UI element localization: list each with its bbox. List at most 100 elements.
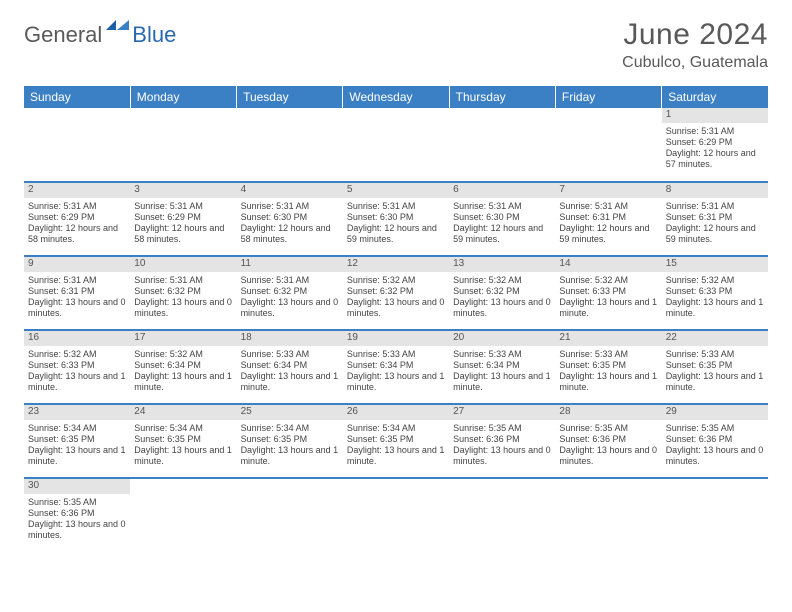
calendar-cell: 22Sunrise: 5:33 AMSunset: 6:35 PMDayligh… <box>662 330 768 404</box>
day-number: 18 <box>237 331 343 346</box>
calendar-cell: 23Sunrise: 5:34 AMSunset: 6:35 PMDayligh… <box>24 404 130 478</box>
calendar-cell: 20Sunrise: 5:33 AMSunset: 6:34 PMDayligh… <box>449 330 555 404</box>
calendar-cell: 25 Sunrise: 5:34 AMSunset: 6:35 PMDayligh… <box>237 404 343 478</box>
day-number <box>24 108 130 123</box>
day-number <box>130 479 236 494</box>
day-details: Sunrise: 5:35 AMSunset: 6:36 PMDaylight:… <box>666 422 764 468</box>
day-details: Sunrise: 5:34 AMSunset: 6:35 PMDaylight:… <box>134 422 232 468</box>
calendar-cell: 18 Sunrise: 5:33 AMSunset: 6:34 PMDayligh… <box>237 330 343 404</box>
calendar-cell: 16 Sunrise: 5:32 AMSunset: 6:33 PMDayligh… <box>24 330 130 404</box>
day-number: 8 <box>662 183 768 198</box>
day-details: Sunrise: 5:32 AMSunset: 6:33 PMDaylight:… <box>559 274 657 320</box>
day-details: Sunrise: 5:33 AMSunset: 6:34 PMDaylight:… <box>347 348 445 394</box>
weekday-header: Monday <box>130 86 236 108</box>
calendar-cell-blank <box>662 478 768 552</box>
calendar-cell: 17Sunrise: 5:32 AMSunset: 6:34 PMDayligh… <box>130 330 236 404</box>
day-number: 15 <box>662 257 768 272</box>
calendar-cell-blank <box>237 478 343 552</box>
logo-text-1: General <box>24 22 102 48</box>
day-number: 25 <box>237 405 343 420</box>
calendar-cell: 2 Sunrise: 5:31 AMSunset: 6:29 PMDaylight… <box>24 182 130 256</box>
day-details: Sunrise: 5:31 AMSunset: 6:29 PMDaylight:… <box>28 200 126 246</box>
day-number: 2 <box>24 183 130 198</box>
day-details: Sunrise: 5:33 AMSunset: 6:34 PMDaylight:… <box>241 348 339 394</box>
logo-flag-icon <box>106 18 132 44</box>
calendar-row: 16 Sunrise: 5:32 AMSunset: 6:33 PMDayligh… <box>24 330 768 404</box>
weekday-header: Friday <box>555 86 661 108</box>
calendar-cell-blank <box>130 108 236 182</box>
calendar-cell: 21Sunrise: 5:33 AMSunset: 6:35 PMDayligh… <box>555 330 661 404</box>
day-details: Sunrise: 5:31 AMSunset: 6:29 PMDaylight:… <box>666 125 764 171</box>
calendar-cell: 9Sunrise: 5:31 AMSunset: 6:31 PMDaylight… <box>24 256 130 330</box>
day-number: 24 <box>130 405 236 420</box>
day-number: 29 <box>662 405 768 420</box>
day-number <box>343 479 449 494</box>
day-number: 12 <box>343 257 449 272</box>
day-details: Sunrise: 5:35 AMSunset: 6:36 PMDaylight:… <box>453 422 551 468</box>
day-number <box>449 108 555 123</box>
calendar-cell: 14Sunrise: 5:32 AMSunset: 6:33 PMDayligh… <box>555 256 661 330</box>
calendar-row: 30 Sunrise: 5:35 AMSunset: 6:36 PMDayligh… <box>24 478 768 552</box>
day-number: 4 <box>237 183 343 198</box>
calendar-cell: 10 Sunrise: 5:31 AMSunset: 6:32 PMDayligh… <box>130 256 236 330</box>
day-details: Sunrise: 5:32 AMSunset: 6:33 PMDaylight:… <box>28 348 126 394</box>
day-details: Sunrise: 5:31 AMSunset: 6:32 PMDaylight:… <box>241 274 339 320</box>
calendar-body: 1 Sunrise: 5:31 AMSunset: 6:29 PMDaylight… <box>24 108 768 552</box>
day-details: Sunrise: 5:31 AMSunset: 6:31 PMDaylight:… <box>28 274 126 320</box>
day-details: Sunrise: 5:35 AMSunset: 6:36 PMDaylight:… <box>28 496 126 542</box>
day-number <box>237 108 343 123</box>
weekday-header: Tuesday <box>237 86 343 108</box>
calendar-table: SundayMondayTuesdayWednesdayThursdayFrid… <box>24 86 768 552</box>
calendar-cell-blank <box>343 478 449 552</box>
calendar-cell-blank <box>343 108 449 182</box>
day-details: Sunrise: 5:34 AMSunset: 6:35 PMDaylight:… <box>347 422 445 468</box>
day-number <box>237 479 343 494</box>
weekday-header: Saturday <box>662 86 768 108</box>
day-number: 16 <box>24 331 130 346</box>
day-number: 10 <box>130 257 236 272</box>
calendar-cell-blank <box>555 108 661 182</box>
day-number: 26 <box>343 405 449 420</box>
calendar-cell-blank <box>24 108 130 182</box>
day-details: Sunrise: 5:32 AMSunset: 6:32 PMDaylight:… <box>347 274 445 320</box>
calendar-cell: 28Sunrise: 5:35 AMSunset: 6:36 PMDayligh… <box>555 404 661 478</box>
calendar-cell: 3 Sunrise: 5:31 AMSunset: 6:29 PMDaylight… <box>130 182 236 256</box>
calendar-cell: 4 Sunrise: 5:31 AMSunset: 6:30 PMDaylight… <box>237 182 343 256</box>
day-number: 1 <box>662 108 768 123</box>
calendar-cell: 12 Sunrise: 5:32 AMSunset: 6:32 PMDayligh… <box>343 256 449 330</box>
calendar-cell: 1 Sunrise: 5:31 AMSunset: 6:29 PMDaylight… <box>662 108 768 182</box>
day-number: 3 <box>130 183 236 198</box>
calendar-cell: 15 Sunrise: 5:32 AMSunset: 6:33 PMDayligh… <box>662 256 768 330</box>
day-details: Sunrise: 5:31 AMSunset: 6:31 PMDaylight:… <box>666 200 764 246</box>
calendar-cell: 6Sunrise: 5:31 AMSunset: 6:30 PMDaylight… <box>449 182 555 256</box>
day-number: 11 <box>237 257 343 272</box>
calendar-cell: 26 Sunrise: 5:34 AMSunset: 6:35 PMDayligh… <box>343 404 449 478</box>
day-number <box>130 108 236 123</box>
day-details: Sunrise: 5:31 AMSunset: 6:30 PMDaylight:… <box>347 200 445 246</box>
calendar-cell: 19Sunrise: 5:33 AMSunset: 6:34 PMDayligh… <box>343 330 449 404</box>
title-block: June 2024 Cubulco, Guatemala <box>622 18 768 72</box>
day-number: 17 <box>130 331 236 346</box>
day-number: 27 <box>449 405 555 420</box>
calendar-cell-blank <box>449 108 555 182</box>
month-title: June 2024 <box>622 18 768 52</box>
day-details: Sunrise: 5:32 AMSunset: 6:33 PMDaylight:… <box>666 274 764 320</box>
day-details: Sunrise: 5:32 AMSunset: 6:32 PMDaylight:… <box>453 274 551 320</box>
calendar-cell: 13Sunrise: 5:32 AMSunset: 6:32 PMDayligh… <box>449 256 555 330</box>
calendar-cell-blank <box>130 478 236 552</box>
day-number: 5 <box>343 183 449 198</box>
day-details: Sunrise: 5:31 AMSunset: 6:31 PMDaylight:… <box>559 200 657 246</box>
weekday-header: Wednesday <box>343 86 449 108</box>
logo-text-2: Blue <box>132 22 176 48</box>
day-details: Sunrise: 5:33 AMSunset: 6:35 PMDaylight:… <box>559 348 657 394</box>
calendar-cell: 8 Sunrise: 5:31 AMSunset: 6:31 PMDaylight… <box>662 182 768 256</box>
calendar-row: 2 Sunrise: 5:31 AMSunset: 6:29 PMDaylight… <box>24 182 768 256</box>
day-number: 6 <box>449 183 555 198</box>
day-number: 30 <box>24 479 130 494</box>
day-details: Sunrise: 5:31 AMSunset: 6:30 PMDaylight:… <box>241 200 339 246</box>
day-details: Sunrise: 5:31 AMSunset: 6:29 PMDaylight:… <box>134 200 232 246</box>
calendar-cell: 7Sunrise: 5:31 AMSunset: 6:31 PMDaylight… <box>555 182 661 256</box>
day-details: Sunrise: 5:34 AMSunset: 6:35 PMDaylight:… <box>241 422 339 468</box>
day-details: Sunrise: 5:31 AMSunset: 6:32 PMDaylight:… <box>134 274 232 320</box>
calendar-row: 9Sunrise: 5:31 AMSunset: 6:31 PMDaylight… <box>24 256 768 330</box>
